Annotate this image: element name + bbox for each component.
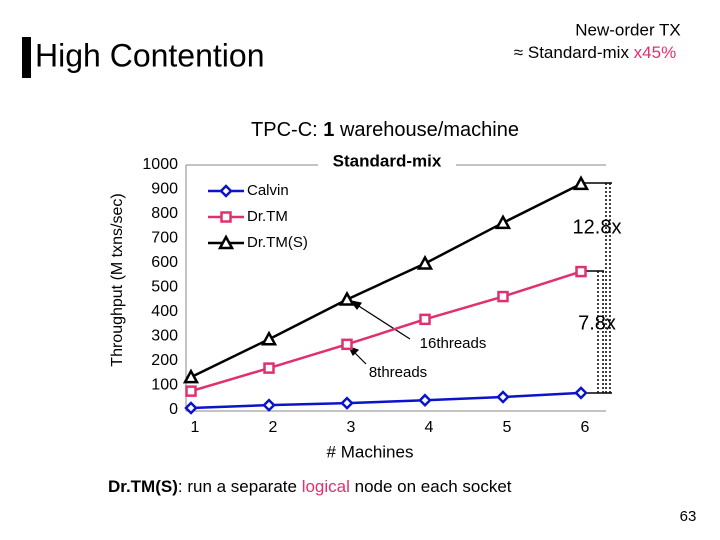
footer-text: node on each socket (350, 477, 512, 496)
legend-marker (220, 211, 232, 223)
data-point (338, 290, 356, 306)
annotation: 7.8x (578, 312, 616, 334)
series-line (190, 270, 582, 393)
x-axis-label: # Machines (327, 442, 414, 461)
subtitle-text: TPC-C: (251, 119, 323, 141)
data-point (572, 175, 590, 191)
data-point (496, 390, 510, 404)
x-tick-label: 1 (191, 419, 200, 436)
y-tick-label: 700 (151, 230, 178, 247)
y-tick-label: 300 (151, 328, 178, 345)
note-line: New-order TX (575, 20, 681, 39)
annotation: 8threads (369, 364, 427, 381)
data-point (497, 290, 509, 303)
legend-marker (217, 234, 235, 250)
x-tick-label: 2 (269, 419, 278, 436)
subtitle-bold: 1 (323, 119, 334, 141)
footer-bold: Dr.TM(S) (108, 477, 178, 496)
note-text: ≈ Standard-mix (514, 43, 634, 62)
footer: Dr.TM(S): run a separate logical node on… (108, 477, 512, 496)
data-point (263, 362, 275, 374)
data-point (184, 401, 198, 415)
series-line (190, 182, 582, 379)
data-point (419, 313, 431, 326)
y-tick-label: 400 (151, 303, 178, 320)
y-tick-label: 500 (151, 279, 178, 296)
annotation: 12.8x (573, 216, 622, 238)
y-tick-label: 0 (169, 401, 178, 418)
y-axis-label: Throughput (M txns/sec) (109, 193, 126, 366)
legend-marker (219, 184, 233, 198)
x-tick-label: 5 (503, 419, 512, 436)
chart-title: Standard-mix (333, 151, 442, 170)
legend-label: Dr.TM(S) (247, 234, 308, 251)
series-line (190, 391, 582, 410)
x-tick-label: 6 (581, 419, 590, 436)
x-tick-label: 3 (347, 419, 356, 436)
data-point (494, 214, 512, 230)
y-tick-label: 200 (151, 352, 178, 369)
legend-label: Dr.TM (247, 208, 288, 225)
footer-text: : run a separate (178, 477, 302, 496)
data-point (185, 385, 197, 397)
footer-highlight: logical (302, 477, 350, 496)
plot-frame (185, 165, 606, 412)
y-tick-label: 600 (151, 254, 178, 271)
subtitle-text: warehouse/machine (334, 119, 519, 141)
data-point (416, 254, 434, 270)
data-point (262, 398, 276, 412)
legend-label: Calvin (247, 182, 289, 199)
data-point (341, 338, 353, 351)
data-point (418, 393, 432, 407)
slide-title: High Contention (35, 37, 264, 73)
data-point (575, 265, 587, 278)
note-highlight: x45% (634, 43, 677, 62)
y-tick-label: 800 (151, 205, 178, 222)
y-tick-label: 100 (151, 377, 178, 394)
y-tick-label: 1000 (142, 156, 178, 173)
page-number: 63 (680, 508, 697, 525)
data-point (182, 368, 200, 384)
annotation: 16threads (420, 335, 487, 352)
title-bar (22, 37, 31, 78)
note-line: ≈ Standard-mix x45% (514, 43, 676, 62)
ratio-bracket (583, 182, 612, 394)
subtitle: TPC-C: 1 warehouse/machine (251, 119, 519, 141)
y-tick-label: 900 (151, 181, 178, 198)
data-point (260, 330, 278, 346)
annotation-arrow (347, 300, 411, 365)
x-tick-label: 4 (425, 419, 434, 436)
data-point (340, 396, 354, 410)
data-point (574, 386, 588, 400)
